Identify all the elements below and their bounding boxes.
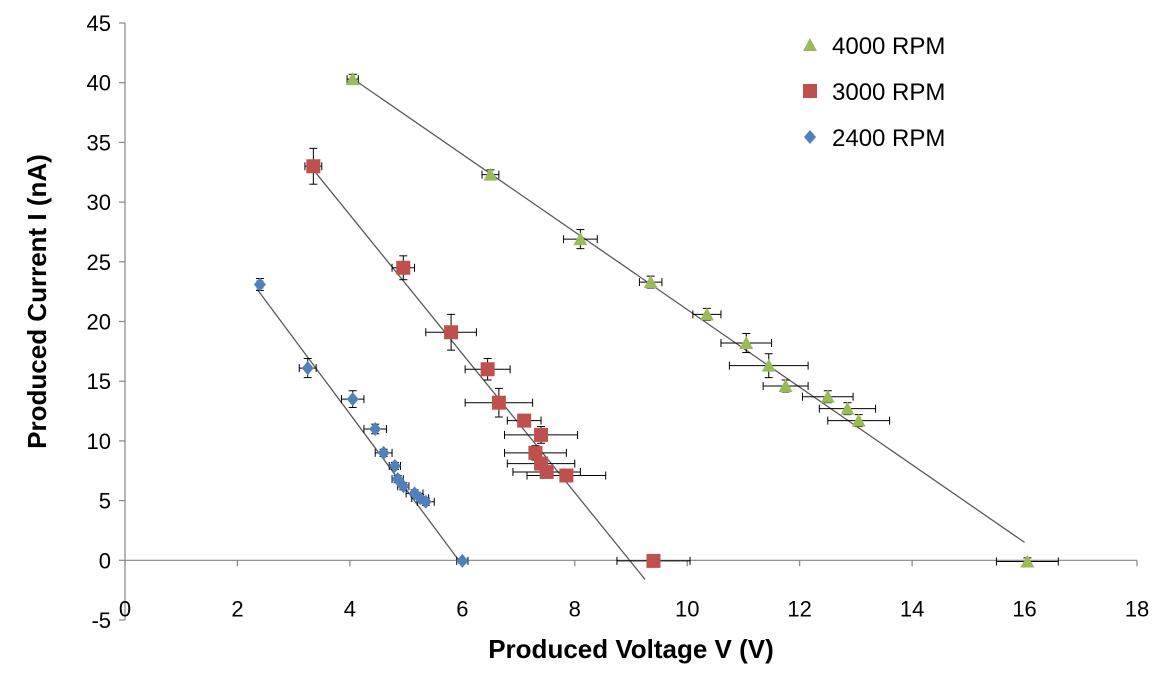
- trendline-4000-rpm: [349, 76, 1025, 543]
- data-point-2400-rpm: [346, 392, 359, 407]
- y-tick-label: 40: [87, 71, 111, 96]
- x-tick-label: 0: [119, 596, 131, 621]
- data-point-4000-rpm: [699, 307, 714, 321]
- data-point-4000-rpm: [778, 378, 793, 392]
- axes: -5 0 5 10 15 20 25 30 35 40 45 0 2 4 6 8 10 12 14 16 18: [87, 11, 1150, 633]
- data-point-4000-rpm: [483, 167, 498, 181]
- y-tick-label: 35: [87, 130, 111, 155]
- legend: 4000 RPM 3000 RPM 2400 RPM: [803, 33, 945, 152]
- trendline-3000-rpm: [310, 165, 646, 580]
- data-point-2400-rpm: [377, 445, 390, 460]
- data-point-3000-rpm: [517, 413, 532, 428]
- x-axis-label: Produced Voltage V (V): [488, 634, 774, 664]
- y-tick-label: 25: [87, 250, 111, 275]
- y-tick-label: 30: [87, 190, 111, 215]
- y-tick-label: -5: [91, 608, 111, 633]
- data-markers: [253, 72, 1035, 568]
- data-point-3000-rpm: [539, 464, 554, 479]
- legend-marker-2400-rpm: [804, 130, 816, 144]
- data-point-4000-rpm: [573, 232, 588, 246]
- data-point-3000-rpm: [480, 362, 495, 377]
- data-point-3000-rpm: [528, 445, 543, 460]
- y-tick-label: 45: [87, 11, 111, 36]
- data-point-3000-rpm: [396, 260, 411, 275]
- data-point-4000-rpm: [851, 413, 866, 427]
- data-point-2400-rpm: [253, 277, 266, 292]
- data-point-2400-rpm: [397, 479, 410, 494]
- data-point-3000-rpm: [306, 159, 321, 174]
- data-point-4000-rpm: [739, 335, 754, 349]
- x-tick-label: 18: [1125, 596, 1149, 621]
- data-point-4000-rpm: [840, 401, 855, 415]
- y-tick-label: 5: [99, 489, 111, 514]
- data-point-2400-rpm: [388, 458, 401, 473]
- x-tick-label: 16: [1012, 596, 1036, 621]
- legend-label-4000-rpm: 4000 RPM: [832, 33, 945, 60]
- legend-marker-3000-rpm: [803, 84, 817, 98]
- y-tick-label: 20: [87, 310, 111, 335]
- data-point-4000-rpm: [345, 72, 360, 86]
- legend-label-3000-rpm: 3000 RPM: [832, 79, 945, 106]
- y-tick-label: 15: [87, 369, 111, 394]
- data-point-3000-rpm: [646, 553, 661, 568]
- x-tick-label: 4: [344, 596, 356, 621]
- legend-marker-4000-rpm: [803, 38, 817, 51]
- data-point-4000-rpm: [1020, 554, 1035, 568]
- x-tick-label: 8: [569, 596, 581, 621]
- data-point-3000-rpm: [534, 427, 549, 442]
- y-tick-label: 0: [99, 548, 111, 573]
- y-tick-label: 10: [87, 429, 111, 454]
- x-tick-label: 6: [456, 596, 468, 621]
- x-tick-label: 10: [675, 596, 699, 621]
- x-tick-label: 2: [231, 596, 243, 621]
- data-point-3000-rpm: [444, 325, 459, 340]
- trendlines: [256, 76, 1025, 580]
- data-point-2400-rpm: [456, 553, 469, 568]
- data-point-2400-rpm: [419, 494, 432, 509]
- data-point-2400-rpm: [301, 361, 314, 376]
- x-tick-label: 12: [787, 596, 811, 621]
- y-axis-label: Produced Current I (nA): [22, 154, 52, 449]
- data-point-4000-rpm: [643, 275, 658, 289]
- data-point-4000-rpm: [820, 389, 835, 403]
- trendline-2400-rpm: [256, 288, 463, 566]
- data-point-4000-rpm: [761, 358, 776, 372]
- x-tick-label: 14: [900, 596, 924, 621]
- legend-label-2400-rpm: 2400 RPM: [832, 125, 945, 152]
- data-point-3000-rpm: [559, 468, 574, 483]
- data-point-3000-rpm: [491, 395, 506, 410]
- data-point-2400-rpm: [369, 421, 382, 436]
